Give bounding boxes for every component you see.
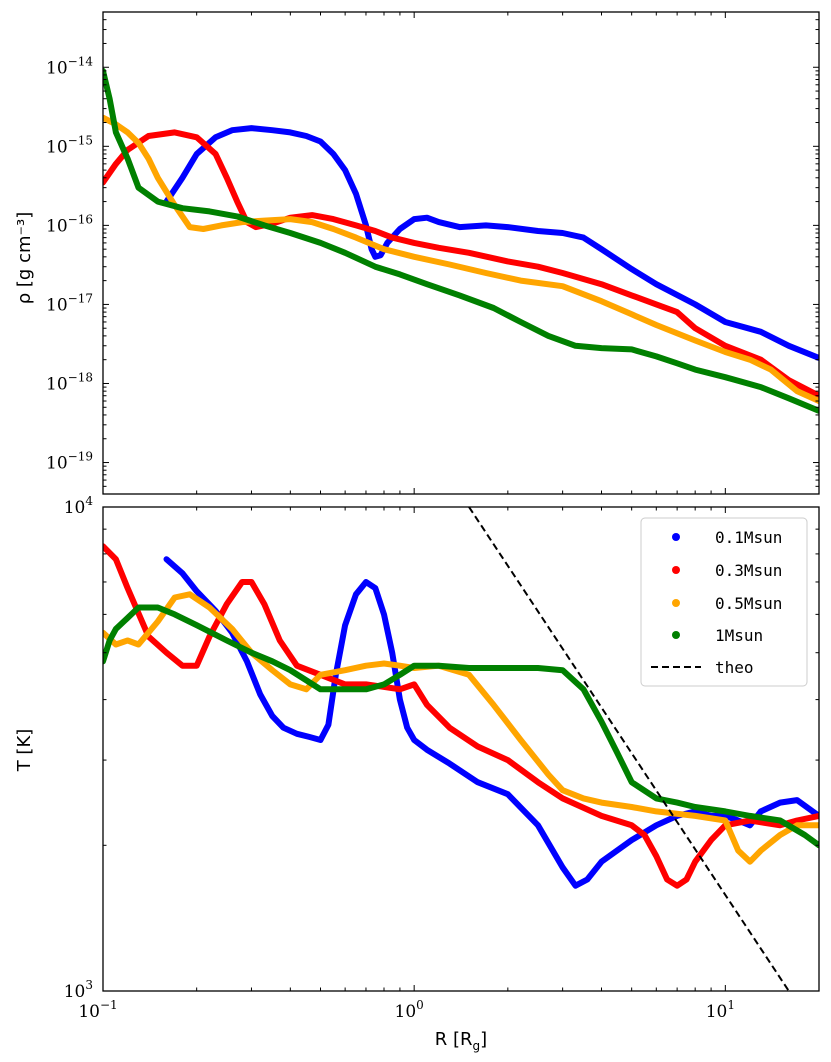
density-y-tick-label: 10−16 (46, 212, 93, 236)
legend-label-0-1msun: 0.1Msun (715, 528, 782, 547)
density-series-0-3msun (103, 129, 819, 399)
temperature-y-tick-label: 103 (64, 978, 93, 1002)
density-y-tick-label: 10−19 (46, 450, 93, 474)
legend-marker-0-1msun (672, 533, 680, 541)
x-tick-label: 101 (706, 998, 735, 1022)
temperature-curves (103, 507, 819, 991)
density-curves (103, 67, 819, 414)
density-ticks (102, 11, 820, 495)
temperature-series-1msun (103, 604, 819, 849)
density-y-tick-labels: 10−14 10−15 10−16 10−17 10−18 10−19 (46, 54, 93, 473)
legend-marker-1msun (672, 631, 680, 639)
legend-frame (640, 517, 808, 687)
density-y-tick-label: 10−14 (46, 54, 93, 78)
temperature-panel: 104 103 10−1 100 101 T [K] R [Rg] 0.1Msun 0… (14, 494, 820, 1053)
legend-label-0-5msun: 0.5Msun (715, 594, 782, 613)
temperature-series-0-3msun (103, 543, 819, 889)
density-y-tick-label: 10−15 (46, 133, 93, 157)
legend-label-0-3msun: 0.3Msun (715, 561, 782, 580)
legend: 0.1Msun 0.3Msun 0.5Msun 1Msun theo (640, 517, 808, 687)
density-series-0-5msun (103, 114, 819, 404)
x-axis-label: R [Rg] (435, 1029, 487, 1053)
density-y-axis-label: ρ [g cm⁻³] (14, 212, 35, 305)
legend-label-theo: theo (715, 658, 754, 677)
legend-label-1msun: 1Msun (715, 626, 763, 645)
temperature-y-tick-labels: 104 103 (64, 494, 94, 1002)
x-tick-label: 100 (395, 998, 424, 1022)
density-series-1msun (103, 67, 819, 414)
density-y-tick-label: 10−17 (46, 291, 93, 315)
legend-marker-0-5msun (672, 599, 680, 607)
temperature-ticks (102, 506, 820, 992)
temperature-y-tick-label: 104 (64, 494, 94, 518)
legend-marker-0-3msun (672, 566, 680, 574)
density-axes-frame (102, 11, 820, 495)
density-series-0-1msun (163, 125, 819, 361)
temperature-reference-theo (468, 507, 790, 991)
temperature-y-axis-label: T [K] (14, 729, 35, 773)
density-panel: 10−14 10−15 10−16 10−17 10−18 10−19 ρ [g cm⁻³… (14, 11, 820, 495)
x-tick-labels: 10−1 100 101 (78, 998, 735, 1022)
x-tick-label: 10−1 (78, 998, 117, 1022)
temperature-axes-frame (102, 506, 820, 992)
density-y-tick-label: 10−18 (46, 370, 93, 394)
